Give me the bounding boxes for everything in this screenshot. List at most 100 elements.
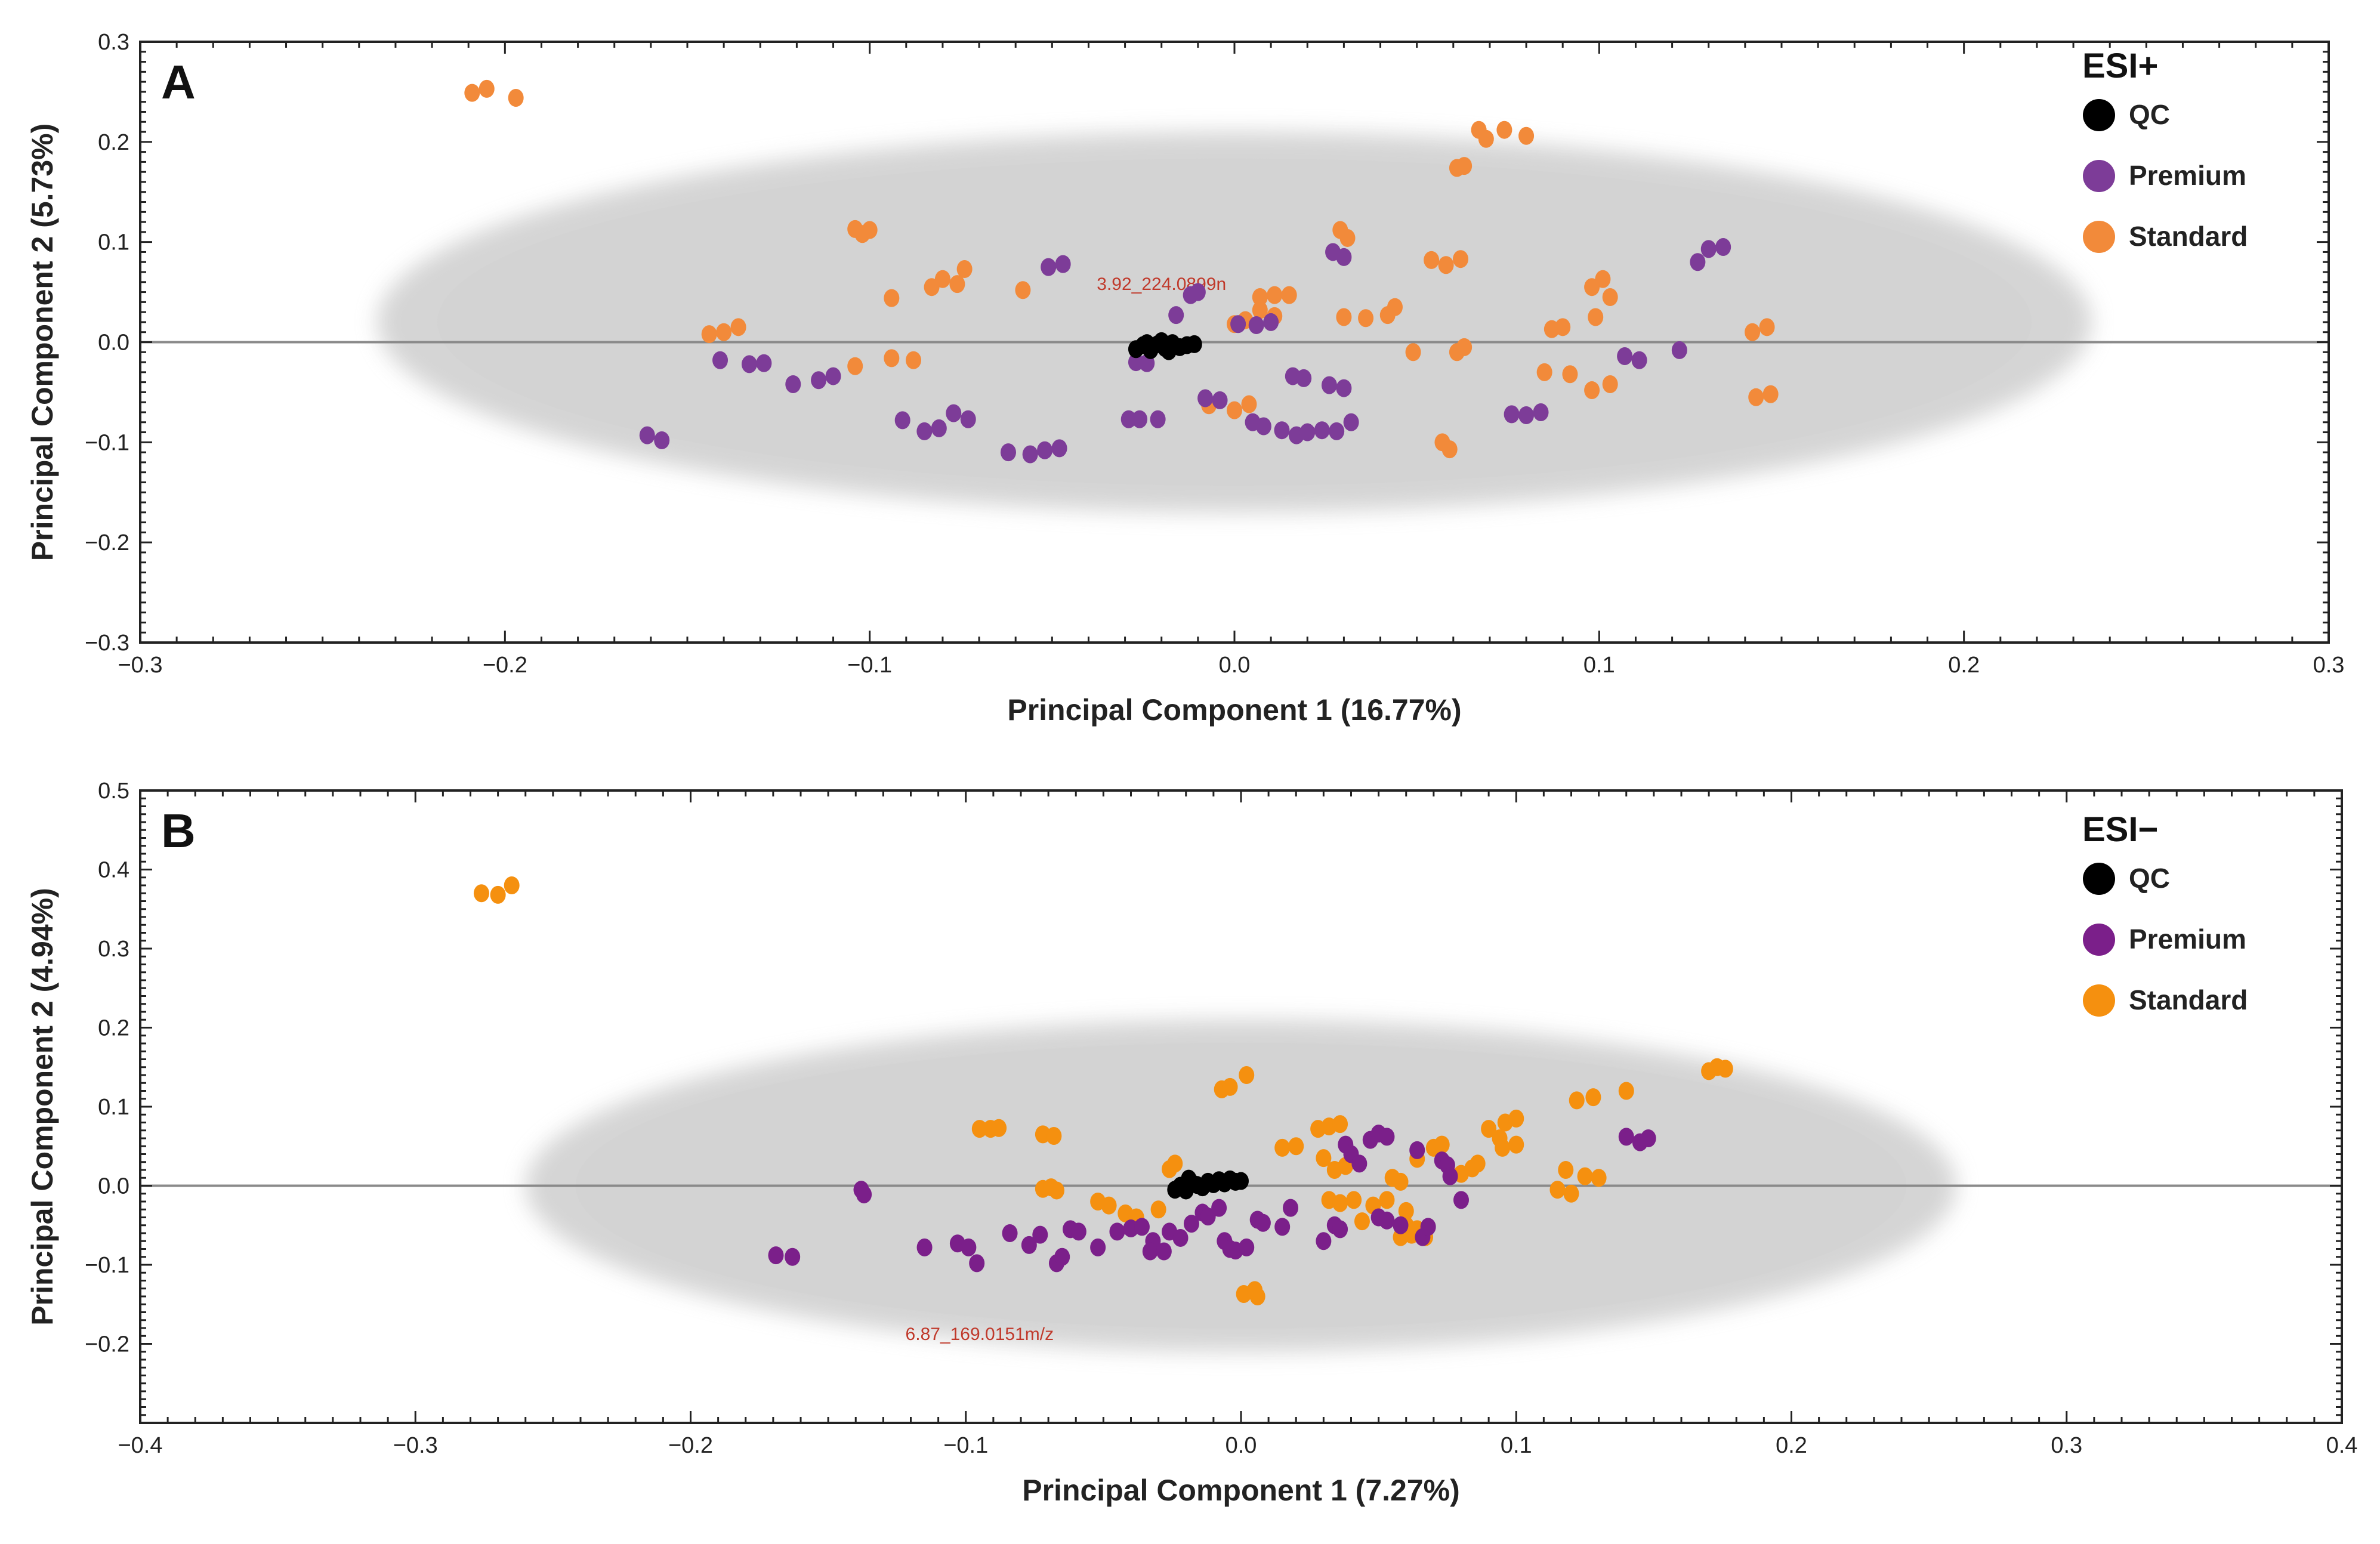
point-premium — [1274, 1218, 1291, 1236]
point-premium — [1002, 1224, 1018, 1242]
point-standard — [1239, 1066, 1255, 1084]
point-premium — [1041, 258, 1057, 276]
point-standard — [1247, 1281, 1263, 1299]
point-standard — [1316, 1149, 1332, 1168]
y-tick-label: −0.2 — [85, 530, 129, 555]
point-standard — [1274, 1138, 1291, 1157]
panel-b-esi-negative: −0.4 −0.3 −0.2 −0.1 0.0 0.1 0.2 0.3 0.4 −0.2 −0.1 0… — [26, 779, 2357, 1507]
point-standard — [1438, 256, 1454, 274]
x-tick-label: −0.1 — [847, 653, 892, 678]
point-premium — [1197, 389, 1214, 407]
legend: ESI− QC Premium Standard — [2082, 810, 2248, 1017]
point-standard — [1339, 228, 1356, 247]
legend-label-premium: Premium — [2129, 924, 2246, 955]
legend-marker-premium — [2083, 160, 2115, 192]
point-standard — [1456, 338, 1473, 356]
point-standard — [1453, 250, 1469, 268]
point-standard — [1508, 1135, 1524, 1154]
point-standard — [508, 88, 524, 107]
point-standard — [1252, 301, 1268, 319]
point-premium — [1120, 410, 1137, 428]
point-standard — [1745, 323, 1761, 341]
point-standard — [1288, 1137, 1304, 1156]
point-standard — [1470, 1154, 1486, 1173]
point-premium — [1442, 1167, 1458, 1185]
point-standard — [1563, 1184, 1579, 1203]
panel-a-esi-positive: −0.3 −0.2 −0.1 0.0 0.1 0.2 0.3 −0.3 −0.2 −0.1 0.0 0… — [26, 30, 2344, 727]
point-premium — [1150, 410, 1166, 428]
point-premium — [916, 1238, 933, 1256]
point-standard — [1569, 1091, 1585, 1110]
point-standard — [1536, 363, 1552, 381]
point-standard — [1222, 1077, 1238, 1096]
y-tick-label: 0.0 — [98, 1174, 129, 1199]
point-premium — [1172, 1228, 1189, 1247]
point-premium — [1379, 1211, 1395, 1230]
point-premium — [639, 426, 655, 444]
point-premium — [1134, 1218, 1150, 1236]
point-standard — [1549, 1181, 1566, 1199]
legend-label-standard: Standard — [2129, 984, 2248, 1015]
point-standard — [1591, 1169, 1607, 1187]
y-tick-label: 0.1 — [98, 230, 129, 255]
point-premium — [1336, 379, 1352, 397]
point-premium — [1617, 347, 1633, 365]
point-standard — [1481, 1120, 1497, 1138]
point-premium — [1183, 1215, 1199, 1233]
point-standard — [1398, 1202, 1414, 1220]
x-tick-label: −0.4 — [118, 1433, 162, 1458]
legend-marker-premium — [2083, 924, 2115, 956]
x-tick-label: −0.3 — [118, 653, 162, 678]
data-points — [464, 79, 1779, 464]
legend-marker-standard — [2083, 221, 2115, 253]
point-standard — [1358, 309, 1374, 328]
point-premium — [960, 410, 976, 428]
point-standard — [1424, 251, 1440, 269]
point-premium — [1022, 445, 1038, 464]
point-standard — [1518, 126, 1535, 145]
data-points — [473, 876, 1733, 1305]
point-standard — [847, 357, 863, 375]
point-standard — [1555, 318, 1571, 336]
y-tick-label: −0.3 — [85, 631, 129, 656]
point-qc — [1181, 1169, 1197, 1188]
point-qc — [1139, 334, 1155, 353]
point-premium — [1518, 406, 1535, 425]
point-premium — [946, 404, 962, 422]
point-standard — [1558, 1161, 1574, 1179]
point-premium — [1504, 405, 1520, 424]
point-standard — [716, 323, 732, 341]
point-premium — [1109, 1222, 1125, 1241]
series-qc — [1167, 1169, 1249, 1200]
x-tick-label: 0.1 — [1501, 1433, 1532, 1458]
point-standard — [1101, 1196, 1117, 1215]
point-premium — [1618, 1128, 1634, 1146]
point-premium — [1332, 1220, 1348, 1239]
point-premium — [1070, 1222, 1086, 1241]
point-standard — [1387, 298, 1403, 316]
point-premium — [1640, 1129, 1656, 1147]
point-premium — [1453, 1191, 1469, 1209]
point-premium — [1142, 1242, 1158, 1261]
point-premium — [1255, 1213, 1271, 1232]
point-premium — [811, 371, 827, 390]
point-standard — [1015, 281, 1031, 299]
point-premium — [1314, 421, 1330, 440]
point-premium — [1000, 443, 1016, 462]
point-standard — [1167, 1154, 1183, 1173]
point-standard — [1405, 343, 1421, 362]
point-premium — [1715, 238, 1731, 257]
point-standard — [971, 1120, 987, 1138]
point-premium — [1296, 369, 1312, 387]
y-axis-title: Principal Component 2 (5.73%) — [26, 123, 59, 561]
panel-letter: B — [161, 804, 196, 857]
point-qc — [1186, 335, 1202, 353]
point-standard — [1496, 121, 1512, 139]
point-premium — [756, 354, 772, 372]
point-premium — [1051, 439, 1067, 458]
point-standard — [1336, 308, 1352, 326]
x-tick-label: 0.0 — [1226, 1433, 1257, 1458]
y-tick-label: 0.2 — [98, 130, 129, 155]
point-standard — [1332, 1115, 1348, 1134]
x-tick-label: 0.4 — [2326, 1433, 2358, 1458]
